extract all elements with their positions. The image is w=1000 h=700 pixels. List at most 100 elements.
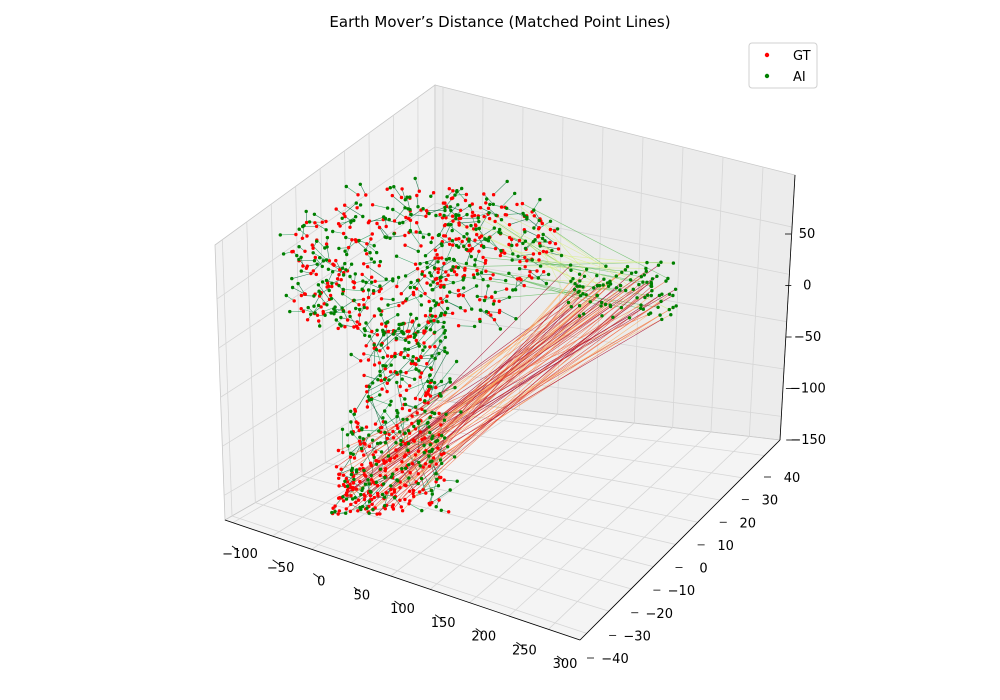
- ai-point: [428, 328, 433, 332]
- gt-point: [343, 214, 347, 219]
- gt-point: [393, 351, 397, 356]
- ai-point: [432, 380, 437, 385]
- match-line: [418, 370, 426, 396]
- ai-point: [452, 455, 457, 459]
- back-grid-vertical-line: [480, 96, 484, 406]
- match-line: [387, 356, 414, 384]
- ai-point: [451, 280, 455, 285]
- match-line: [488, 237, 502, 253]
- ai-point: [388, 403, 392, 407]
- match-line: [361, 291, 580, 452]
- ai-point: [414, 316, 419, 321]
- ai-point: [400, 467, 404, 471]
- gt-point: [532, 214, 536, 218]
- gt-point: [358, 442, 363, 446]
- gt-point: [325, 285, 329, 289]
- ai-point: [642, 273, 646, 277]
- gt-point: [373, 279, 377, 283]
- gt-point: [489, 313, 493, 317]
- ai-point: [569, 268, 573, 272]
- z-tick-label: 50: [799, 227, 816, 242]
- ai-point: [465, 232, 469, 236]
- gt-point: [321, 309, 325, 314]
- ai-point: [448, 205, 453, 209]
- match-line: [333, 300, 354, 314]
- ai-point: [647, 312, 651, 316]
- ai-point: [482, 298, 487, 303]
- gt-point: [447, 510, 451, 514]
- gt-point: [408, 384, 412, 388]
- ai-point: [395, 380, 399, 385]
- ai-point: [381, 328, 385, 332]
- gt-point: [515, 202, 519, 207]
- gt-point: [428, 394, 433, 398]
- gt-point: [413, 262, 418, 266]
- ai-point: [481, 244, 486, 249]
- match-line: [423, 308, 448, 332]
- match-line: [378, 442, 397, 462]
- ai-point: [458, 306, 463, 310]
- match-line: [367, 266, 387, 280]
- ai-point: [340, 427, 345, 431]
- gt-point: [450, 214, 455, 218]
- gt-point: [363, 494, 367, 498]
- ai-point: [559, 253, 564, 258]
- gt-point: [528, 270, 532, 274]
- gt-point: [403, 497, 407, 502]
- ai-point: [434, 505, 438, 509]
- ai-point: [299, 269, 303, 273]
- ai-point: [470, 307, 474, 311]
- gt-point: [440, 256, 444, 260]
- gt-point: [375, 512, 379, 516]
- ai-point: [349, 352, 353, 357]
- y-tick-label: −20: [646, 607, 673, 622]
- gt-point: [399, 292, 403, 296]
- gt-point: [365, 242, 369, 246]
- left-grid-vertical-line: [417, 97, 420, 410]
- gt-point: [311, 246, 315, 250]
- ai-point: [597, 283, 602, 288]
- match-line: [310, 306, 322, 315]
- ai-point: [351, 432, 355, 436]
- ai-point: [374, 348, 379, 352]
- ai-point: [492, 226, 496, 230]
- ai-point: [424, 326, 428, 330]
- ai-point: [377, 429, 381, 433]
- match-line: [480, 309, 495, 320]
- ai-point: [358, 203, 363, 207]
- gt-point: [406, 353, 410, 358]
- ai-point: [448, 290, 452, 294]
- ai-point: [385, 206, 390, 210]
- ai-point: [412, 424, 416, 429]
- ai-point: [378, 259, 383, 264]
- match-line: [379, 227, 386, 238]
- ai-point: [278, 233, 282, 237]
- ai-point: [605, 281, 610, 285]
- match-line: [543, 251, 569, 303]
- gt-point: [517, 238, 522, 243]
- gt-point: [299, 307, 303, 311]
- gt-point: [470, 202, 474, 206]
- y-tick-label: −40: [601, 652, 628, 667]
- gt-point: [346, 245, 351, 250]
- match-line: [413, 485, 439, 494]
- ai-point: [507, 271, 511, 275]
- ai-point: [324, 258, 329, 262]
- floor-grid-x-line: [469, 427, 673, 603]
- match-line: [380, 475, 398, 482]
- gt-point: [317, 319, 321, 323]
- gt-point: [423, 314, 428, 318]
- match-line: [346, 305, 677, 496]
- x-tick-label: 0: [317, 575, 325, 590]
- ai-point: [345, 252, 349, 257]
- gt-point: [436, 256, 441, 260]
- ai-point: [600, 314, 604, 318]
- gt-point: [392, 219, 397, 223]
- match-line: [413, 294, 422, 306]
- ai-point: [417, 460, 421, 465]
- gt-point: [403, 442, 407, 446]
- ai-point: [608, 279, 612, 283]
- gt-point: [377, 459, 381, 464]
- match-line: [422, 261, 439, 273]
- ai-point: [439, 242, 443, 246]
